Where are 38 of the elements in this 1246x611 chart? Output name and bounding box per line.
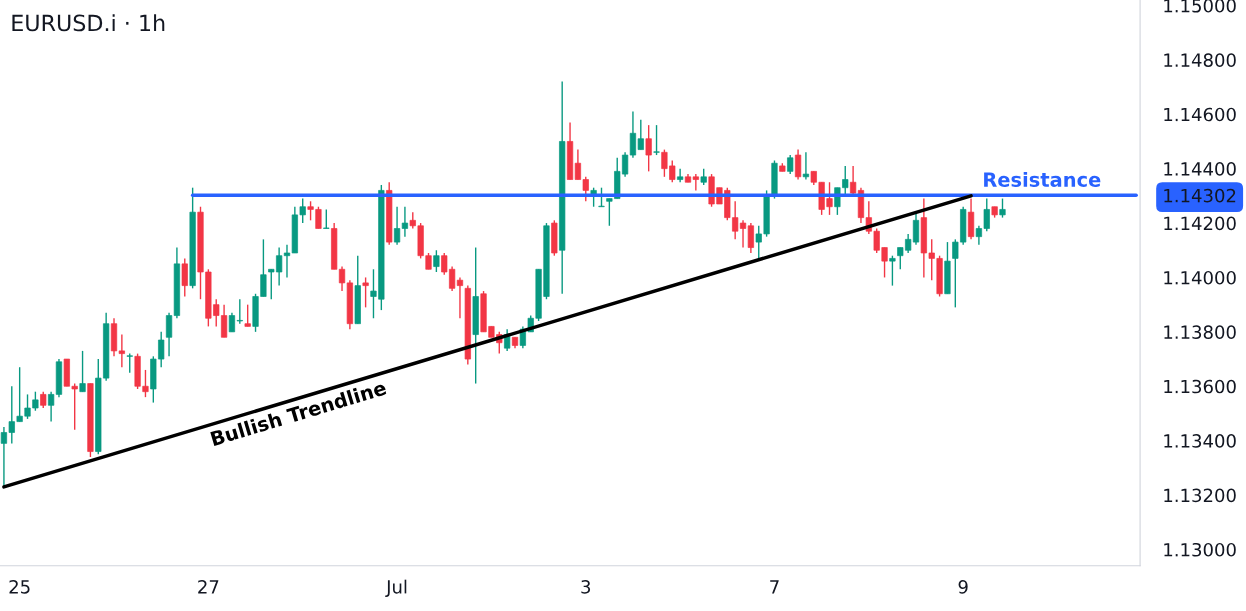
series-label: Resistance [984,171,1101,187]
x-tick-label: 3 [581,579,591,594]
candlestick [126,352,133,374]
candlestick [794,148,802,181]
candlestick [889,254,896,287]
candlestick [999,197,1006,219]
y-tick-label: 1.13800 [1164,325,1236,339]
candlestick [393,206,401,246]
y-tick-label: 1.14000 [1164,270,1236,285]
x-tick-label: 9 [958,579,968,594]
y-tick-label: 1.13600 [1164,379,1236,394]
y-tick-label: 1.14200 [1164,216,1236,231]
candlestick [79,350,86,393]
candlestick [401,206,409,238]
text: EURUSD.i · 1h [12,14,165,32]
candlestick [677,167,684,183]
y-tick-label: 1.13000 [1164,542,1236,557]
x-tick-label: 25 [9,579,30,594]
y-tick-label: 1.14800 [1164,53,1236,67]
candlestick [244,303,251,328]
y-tick-label: 1.14400 [1164,162,1236,176]
candlestick [787,154,794,175]
y-tick-label: 1.13200 [1164,488,1236,503]
candlestick [433,249,440,273]
candlestick [362,276,369,309]
x-tick-label: Jul [385,579,407,598]
y-tick-label: 1.14302 [1164,188,1236,203]
candlestick [598,186,605,208]
x-tick-label: 7 [770,580,779,594]
candlestick [802,151,810,181]
candlestick [323,208,330,230]
candlestick [645,124,652,173]
candlestick [181,257,188,298]
y-tick-label: 1.14600 [1164,107,1236,122]
candlestick [165,312,173,358]
candlestick [653,124,660,156]
x-tick-label: 27 [198,579,219,594]
y-tick-label: 1.13400 [1164,434,1236,448]
